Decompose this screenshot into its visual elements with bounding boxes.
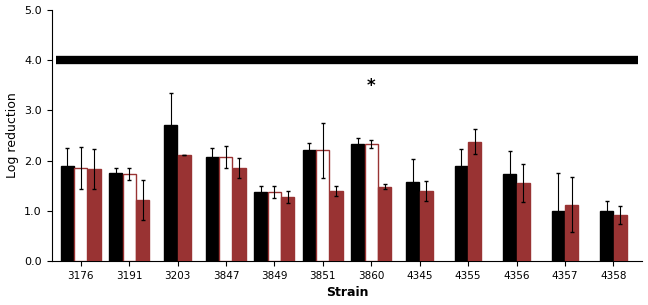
Bar (61, 166, 73, 261)
Bar (600, 211, 613, 261)
Bar (330, 191, 343, 261)
Bar (255, 192, 267, 261)
Bar (206, 157, 219, 261)
Bar (406, 182, 419, 261)
Bar (365, 145, 378, 261)
Bar (565, 205, 578, 261)
Bar (220, 157, 233, 261)
Bar (455, 166, 468, 261)
Bar (178, 156, 191, 261)
Bar (469, 142, 481, 261)
Y-axis label: Log reduction: Log reduction (6, 92, 19, 178)
Bar (551, 211, 564, 261)
Bar (122, 174, 135, 261)
Bar (75, 168, 87, 261)
Bar (268, 192, 281, 261)
Bar (303, 150, 316, 261)
Bar (316, 150, 329, 261)
Bar (136, 200, 149, 261)
Bar (517, 183, 530, 261)
Bar (87, 169, 100, 261)
Bar (281, 197, 294, 261)
X-axis label: Strain: Strain (326, 286, 368, 300)
Bar (378, 187, 391, 261)
Text: *: * (367, 77, 376, 95)
Bar (503, 174, 516, 261)
Bar (233, 168, 246, 261)
Bar (109, 173, 122, 261)
Bar (351, 145, 364, 261)
Bar (420, 191, 433, 261)
Bar (614, 215, 627, 261)
Bar (165, 125, 177, 261)
